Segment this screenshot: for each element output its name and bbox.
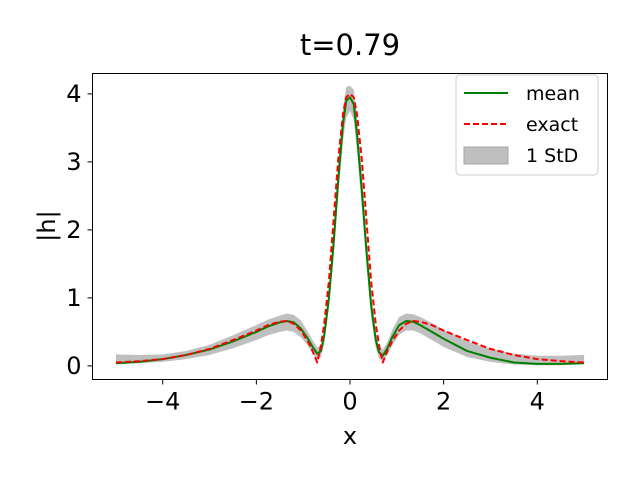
legend-label-mean: mean xyxy=(526,83,580,105)
y-tick-label: 2 xyxy=(66,216,81,244)
x-tick-label: 0 xyxy=(342,388,357,416)
y-tick-label: 3 xyxy=(66,148,81,176)
series-layer xyxy=(115,92,585,365)
legend-label-exact: exact xyxy=(526,114,578,136)
x-tick-label: 2 xyxy=(436,388,451,416)
chart-title: t=0.79 xyxy=(300,28,400,62)
y-tick-label: 4 xyxy=(66,80,81,108)
legend-std-swatch xyxy=(463,146,509,165)
x-axis-label: x xyxy=(343,422,357,450)
x-tick-label: 4 xyxy=(530,388,545,416)
y-axis: 0 1 2 3 4 xyxy=(66,80,93,380)
legend: mean exact 1 StD xyxy=(455,74,599,176)
series-line-exact xyxy=(115,92,585,364)
y-tick-label: 1 xyxy=(66,284,81,312)
y-tick-label: 0 xyxy=(66,352,81,380)
x-tick-label: −4 xyxy=(145,388,180,416)
x-axis: −4 −2 0 2 4 xyxy=(145,379,545,416)
x-tick-label: −2 xyxy=(239,388,274,416)
y-axis-label: |h| xyxy=(33,210,61,241)
series-line-mean xyxy=(115,96,585,365)
legend-label-std: 1 StD xyxy=(526,145,578,167)
